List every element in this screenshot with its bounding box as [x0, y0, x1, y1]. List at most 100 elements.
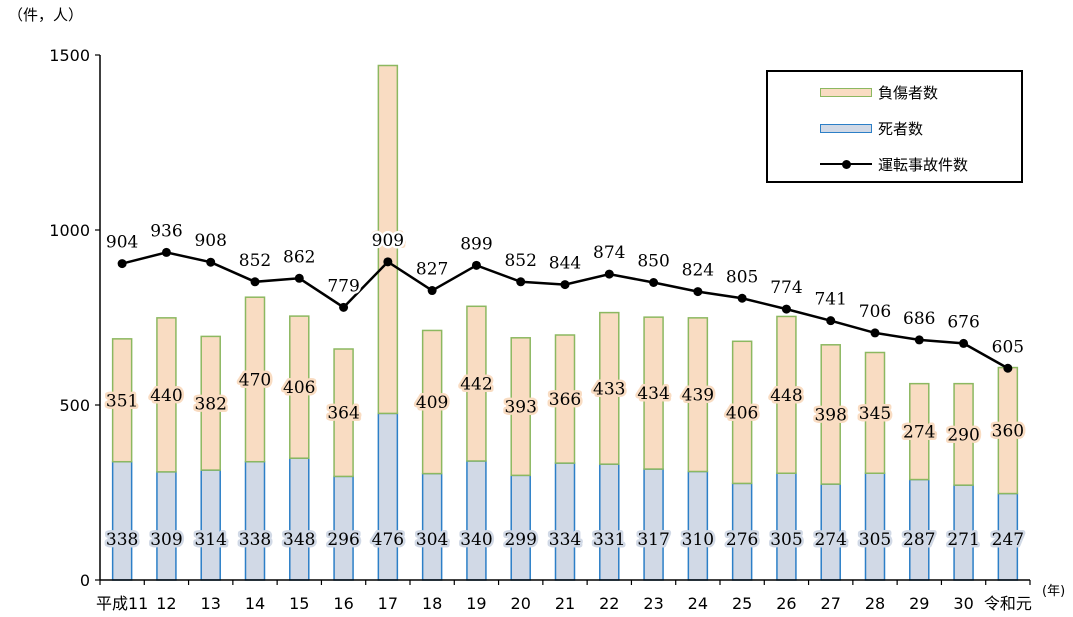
label-injured-7: 409 — [416, 393, 448, 413]
x-tick-label-4: 15 — [289, 594, 309, 613]
legend: 負傷者数 死者数 運転事故件数 — [766, 70, 1023, 183]
bar-injured-2 — [200, 335, 221, 471]
label-injured-15: 448 — [770, 386, 802, 406]
label-deaths-5: 296 — [327, 530, 359, 550]
label-deaths-17: 305 — [859, 530, 891, 550]
bar-injured-12 — [643, 316, 664, 470]
bar-deaths-11 — [599, 463, 620, 581]
label-injured-2: 382 — [194, 394, 226, 414]
x-tick-label-16: 27 — [821, 594, 841, 613]
label-deaths-4: 348 — [283, 530, 315, 550]
label-injured-18: 274 — [903, 423, 935, 443]
label-deaths-0: 338 — [106, 530, 138, 550]
bar-injured-15 — [776, 315, 797, 475]
x-tick-label-3: 14 — [245, 594, 265, 613]
x-tick-label-7: 18 — [422, 594, 442, 613]
label-accidents-15: 774 — [770, 278, 802, 298]
legend-swatch-injured — [820, 87, 872, 97]
point-accidents-14 — [737, 293, 747, 303]
label-deaths-14: 276 — [726, 530, 758, 550]
label-accidents-16: 741 — [814, 290, 846, 310]
bar-deaths-4 — [289, 457, 310, 581]
label-injured-11: 433 — [593, 379, 625, 399]
bar-injured-6 — [377, 64, 399, 415]
bar-injured-17 — [864, 351, 886, 474]
label-injured-6: 994 — [372, 230, 404, 250]
label-accidents-4: 862 — [283, 247, 315, 267]
bar-injured-5 — [333, 348, 354, 478]
label-injured-10: 366 — [549, 390, 581, 410]
point-accidents-11 — [604, 269, 614, 279]
point-accidents-16 — [826, 316, 836, 326]
bar-injured-7 — [421, 329, 443, 475]
x-tick-label-18: 29 — [909, 594, 929, 613]
x-tick-label-8: 19 — [466, 594, 486, 613]
label-deaths-18: 287 — [903, 530, 935, 550]
x-tick-label-19: 30 — [953, 594, 973, 613]
point-accidents-12 — [649, 278, 659, 287]
point-accidents-6 — [383, 257, 393, 267]
label-accidents-11: 874 — [593, 243, 625, 263]
point-accidents-13 — [693, 287, 703, 297]
point-accidents-18 — [914, 335, 924, 345]
point-accidents-10 — [560, 280, 570, 290]
label-injured-19: 290 — [947, 425, 979, 445]
label-accidents-9: 852 — [504, 251, 536, 271]
x-tick-label-20: 令和元 — [984, 594, 1032, 613]
bar-injured-13 — [687, 317, 709, 473]
y-tick-label-3: 1500 — [49, 46, 90, 65]
x-tick-label-14: 25 — [732, 594, 752, 613]
y-tick-label-2: 1000 — [49, 221, 90, 240]
label-injured-13: 439 — [682, 386, 714, 406]
bar-injured-0 — [111, 338, 133, 463]
bar-injured-19 — [953, 382, 974, 486]
label-accidents-17: 706 — [859, 302, 891, 322]
labels-group: 338 351 904 309 440 936 314 382 908 338 470 852 348 4… — [103, 219, 1026, 553]
point-accidents-0 — [117, 259, 127, 269]
label-accidents-12: 850 — [637, 252, 669, 272]
label-deaths-16: 274 — [814, 530, 846, 550]
bar-deaths-0 — [111, 460, 133, 581]
label-injured-12: 434 — [637, 384, 669, 404]
bar-injured-3 — [244, 296, 266, 463]
bar-deaths-6 — [377, 412, 399, 581]
label-deaths-15: 305 — [770, 530, 802, 550]
label-injured-5: 364 — [327, 404, 359, 424]
bar-deaths-5 — [333, 475, 354, 581]
point-accidents-3 — [250, 277, 260, 287]
label-deaths-20: 247 — [992, 530, 1024, 550]
x-tick-label-0: 平成11 — [96, 594, 148, 613]
x-tick-label-6: 17 — [378, 594, 398, 613]
bar-injured-1 — [156, 317, 177, 473]
label-injured-16: 398 — [814, 405, 846, 425]
x-tick-label-10: 21 — [555, 594, 575, 613]
bar-injured-14 — [731, 340, 753, 485]
x-tick-label-15: 26 — [776, 594, 796, 613]
label-accidents-18: 686 — [903, 309, 935, 329]
x-tick-label-9: 20 — [511, 594, 531, 613]
label-injured-1: 440 — [150, 386, 182, 406]
x-unit-label: (年) — [1042, 584, 1066, 599]
label-injured-8: 442 — [460, 375, 492, 395]
bar-deaths-3 — [244, 460, 266, 581]
x-tick-label-11: 22 — [599, 594, 619, 613]
bar-deaths-7 — [421, 472, 443, 581]
label-deaths-12: 317 — [637, 530, 669, 550]
legend-marker-accidents — [842, 160, 851, 169]
label-deaths-19: 271 — [947, 530, 979, 550]
label-injured-14: 406 — [726, 403, 758, 423]
point-accidents-8 — [471, 260, 481, 270]
label-deaths-9: 299 — [504, 530, 536, 550]
legend-label-accidents: 運転事故件数 — [878, 155, 969, 174]
x-tick-label-1: 12 — [156, 594, 176, 613]
point-accidents-15 — [781, 304, 791, 314]
bar-deaths-15 — [776, 472, 797, 581]
bar-deaths-10 — [554, 462, 576, 581]
legend-label-injured: 負傷者数 — [878, 83, 939, 102]
label-accidents-14: 805 — [726, 267, 758, 287]
label-accidents-2: 908 — [194, 231, 226, 251]
label-accidents-3: 852 — [239, 251, 271, 271]
axes-group: 0 500 1000 1500 平成11 12 13 14 15 16 17 18 19 20 21 22 23… — [49, 46, 1032, 613]
y-tick-label-0: 0 — [80, 571, 90, 590]
